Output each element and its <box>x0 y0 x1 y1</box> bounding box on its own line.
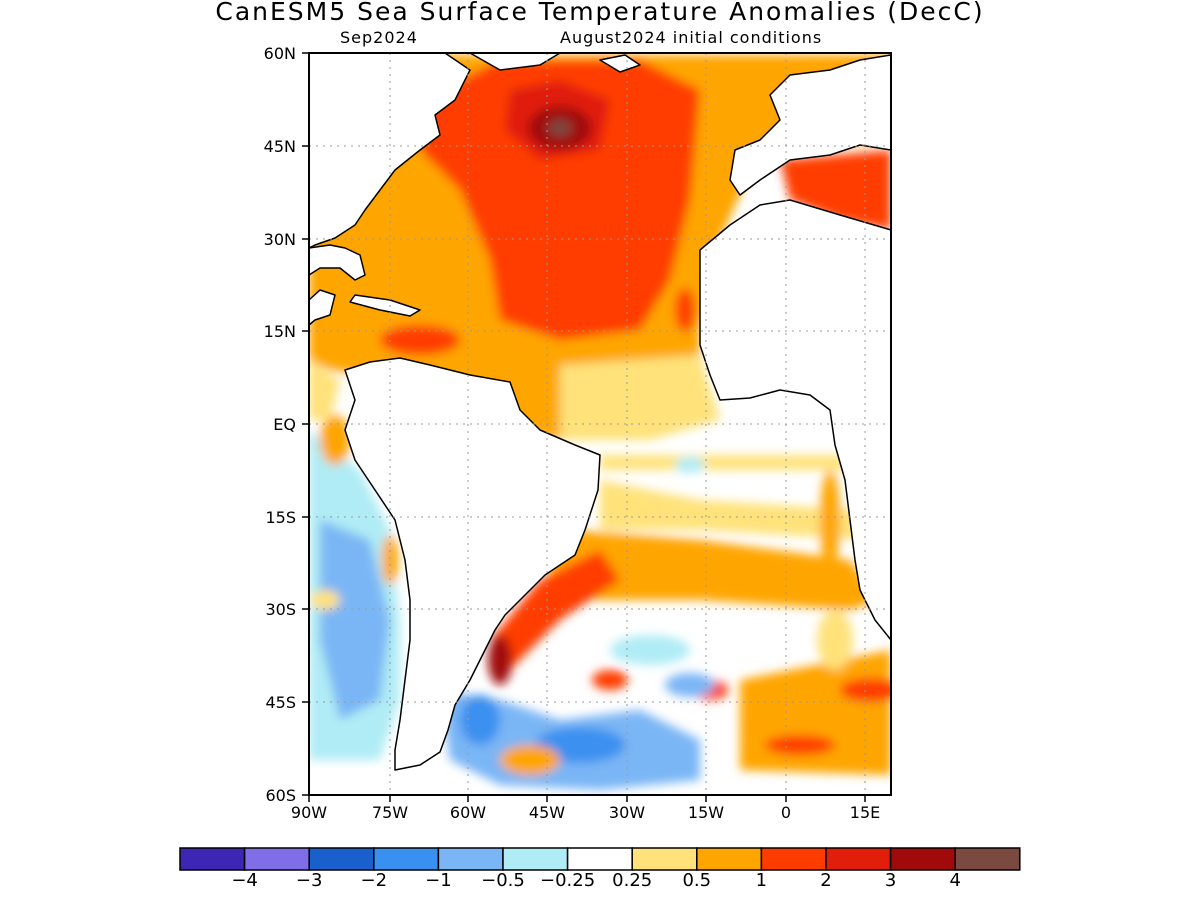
axis-ticks <box>302 52 866 802</box>
forecast-month: Sep2024 <box>340 28 418 47</box>
lat-label: 60S <box>265 786 296 805</box>
lon-label: 60W <box>449 803 487 822</box>
lat-label: EQ <box>273 415 296 434</box>
colorbar-swatch <box>566 847 633 871</box>
lat-label: 15S <box>265 508 296 527</box>
colorbar-tick-label: −3 <box>295 870 323 891</box>
colorbar-tick-label: −0.25 <box>540 870 596 891</box>
lat-label: 30N <box>263 230 296 249</box>
coastlines <box>309 53 891 771</box>
colorbar-tick-label: 2 <box>820 870 832 891</box>
lat-label: 45N <box>263 137 296 156</box>
anomaly-field <box>309 53 891 795</box>
lat-label: 30S <box>265 600 296 619</box>
colorbar-swatch <box>696 847 763 871</box>
colorbar-tick-label: −0.5 <box>481 870 525 891</box>
colorbar-swatch <box>889 847 956 871</box>
colorbar-tick-label: 0.25 <box>612 870 653 891</box>
colorbar <box>179 847 1021 871</box>
colorbar-swatch <box>502 847 569 871</box>
colorbar-tick-label: −1 <box>425 870 452 891</box>
lon-label: 15W <box>687 803 725 822</box>
colorbar-tick-label: −4 <box>231 870 258 891</box>
lat-label: 45S <box>265 693 296 712</box>
colorbar-tick-label: 0.5 <box>682 870 712 891</box>
colorbar-swatch <box>437 847 504 871</box>
lon-label: 45W <box>528 803 566 822</box>
lon-label: 0 <box>780 803 792 822</box>
lat-label: 60N <box>263 44 296 63</box>
colorbar-swatch <box>243 847 310 871</box>
initial-conditions: August2024 initial conditions <box>560 28 823 47</box>
colorbar-tick-label: 4 <box>949 870 961 891</box>
chart-title: CanESM5 Sea Surface Temperature Anomalie… <box>215 0 985 26</box>
lon-label: 75W <box>371 803 409 822</box>
lon-label: 30W <box>608 803 646 822</box>
colorbar-swatch <box>308 847 375 871</box>
colorbar-swatch <box>954 847 1021 871</box>
grid <box>309 53 891 795</box>
colorbar-tick-label: 3 <box>884 870 897 891</box>
colorbar-tick-label: 1 <box>755 870 768 891</box>
lon-label: 90W <box>290 803 328 822</box>
colorbar-swatch <box>179 847 246 871</box>
colorbar-swatch <box>825 847 892 871</box>
colorbar-tick-label: −2 <box>360 870 388 891</box>
colorbar-swatch <box>631 847 698 871</box>
lat-label: 15N <box>263 322 296 341</box>
lon-label: 15E <box>849 803 881 822</box>
colorbar-swatch <box>373 847 440 871</box>
colorbar-swatch <box>760 847 827 871</box>
